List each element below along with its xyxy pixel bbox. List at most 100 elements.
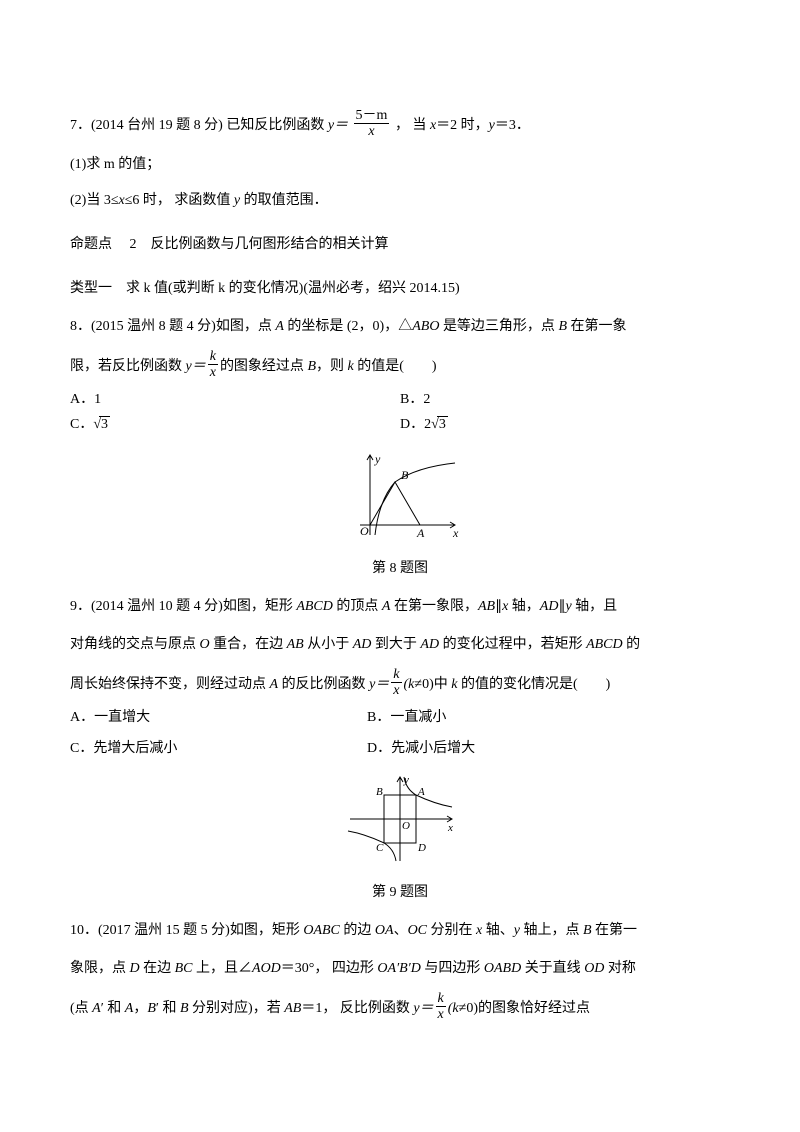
q10-B2: B [147,1001,156,1016]
q10-line2: 象限，点 D 在边 BC 上，且∠AOD＝30°， 四边形 OA′B′D 与四边… [70,955,730,983]
q9-3d: 的值的变化情况是( ) [457,677,610,692]
q9-optA: A．一直增大 [70,707,367,728]
q10-3f: ＝1， 反比例函数 [301,1001,413,1016]
q7-text-1a: 7．(2014 台州 19 题 8 分) 已知反比例函数 [70,118,328,133]
q10-2c: 上，且∠ [193,961,253,976]
svg-text:A: A [416,526,425,540]
q8-2d: 的值是( ) [354,359,437,374]
q7-fraction: 5－m x [354,108,390,140]
q8-optC: C．√3 [70,414,400,435]
q10-B3: B [180,1001,189,1016]
q10-3c: ， [133,1001,147,1016]
svg-text:O: O [360,524,369,538]
q9-figure: y B A O C D x [70,769,730,876]
q9-line2: 对角线的交点与原点 O 重合，在边 AB 从小于 AD 到大于 AD 的变化过程… [70,631,730,659]
q9-frac-num: k [391,667,401,683]
q8-frac-num: k [208,349,218,365]
q8-svg: y B O A x [335,445,465,545]
label-y-eq3: y＝ [369,677,389,692]
q10-2a: 象限，点 [70,961,130,976]
q8-optD-rad: 3 [437,416,448,432]
q8-1b: 的坐标是 (2，0)，△ [284,319,412,334]
q10-3e: 分别对应)，若 [189,1001,285,1016]
q10-1c: 、 [394,923,408,938]
q9-1d: 轴， [508,599,540,614]
q10-2d: ＝30°， 四边形 [281,961,378,976]
q8-1d: 在第一象 [567,319,627,334]
q9-1b: 的顶点 [333,599,382,614]
q9-AB2: AB [287,637,304,652]
q9-3b: 的反比例函数 [278,677,369,692]
q9-ABCD: ABCD [296,599,333,614]
q8-optC-pre: C． [70,417,93,432]
q9-1c: 在第一象限， [390,599,478,614]
q8-optC-sqrt: √3 [93,414,110,435]
q10-fraction: k x [436,991,446,1023]
q10-OD: OD [584,961,604,976]
q9-figcap: 第 9 题图 [70,882,730,903]
q10-line1: 10．(2017 温州 15 题 5 分)如图，矩形 OABC 的边 OA、OC… [70,917,730,945]
q8-A: A [275,319,284,334]
q10-OABC: OABC [303,923,340,938]
svg-text:B: B [401,468,409,482]
svg-text:A: A [417,786,425,798]
q10-1g: 在第一 [592,923,638,938]
q8-figure: y B O A x [70,445,730,552]
q8-B2: B [307,359,316,374]
svg-text:D: D [417,842,426,854]
q8-options-row1: A．1 B．2 [70,389,730,410]
q10-line3: (点 A′ 和 A，B′ 和 B 分别对应)，若 AB＝1， 反比例函数 y＝ … [70,993,730,1025]
q10-2f: 关于直线 [521,961,584,976]
q10-A: A [92,1001,101,1016]
q8-frac-den: x [208,365,218,380]
svg-text:y: y [374,452,381,466]
q10-OA: OA [375,923,394,938]
q9-line1: 9．(2014 温州 10 题 4 分)如图，矩形 ABCD 的顶点 A 在第一… [70,593,730,621]
q9-frac-den: x [391,683,401,698]
q8-optC-rad: 3 [99,416,110,432]
q10-1d: 分别在 [427,923,476,938]
q10-OAprimeBD: OA′B′D [377,961,420,976]
q10-OABD: OABD [484,961,521,976]
q10-D: D [130,961,140,976]
q10-frac-den: x [436,1007,446,1022]
q9-2f: 的 [623,637,641,652]
q10-AB: AB [284,1001,301,1016]
q10-1f: 轴上，点 [520,923,583,938]
q9-3c: ≠0)中 [414,677,451,692]
q8-2b: 的图象经过点 [220,359,308,374]
q8-line1: 8．(2015 温州 8 题 4 分)如图，点 A 的坐标是 (2，0)，△AB… [70,313,730,341]
q9-2c: 从小于 [304,637,353,652]
section2-title: 命题点 2 反比例函数与几何图形结合的相关计算 [70,231,730,259]
q9-AD3: AD [420,637,439,652]
q10-frac-num: k [436,991,446,1007]
q8-fraction: k x [208,349,218,381]
q8-line2: 限，若反比例函数 y＝ k x 的图象经过点 B，则 k 的值是( ) [70,351,730,383]
q7-sub2b: ≤6 时， 求函数值 [125,193,234,208]
q9-par1: ∥ [495,599,502,614]
label-y-eq2: y＝ [186,359,206,374]
q9-3a: 周长始终保持不变，则经过动点 [70,677,270,692]
q8-ABO: ABO [412,319,439,334]
q9-AD2: AD [353,637,372,652]
q8-optB: B．2 [400,389,730,410]
q10-1b: 的边 [340,923,375,938]
q8-optD-sqrt: √3 [431,414,448,435]
q10-BC: BC [175,961,193,976]
q10-3b: ′ 和 [101,1001,125,1016]
q9-2b: 重合，在边 [210,637,287,652]
q9-A2: A [270,677,279,692]
label-y-eq: y＝ [328,118,348,133]
q8-optD-pre: D．2 [400,417,431,432]
q10-OC: OC [408,923,427,938]
q10-3a: (点 [70,1001,92,1016]
q9-2d: 到大于 [371,637,420,652]
q7-text-1b: ， 当 [395,118,430,133]
svg-text:O: O [402,820,410,832]
q8-B: B [558,319,567,334]
q7-frac-den: x [354,124,390,139]
q9-1e: 轴，且 [572,599,618,614]
q9-line3: 周长始终保持不变，则经过动点 A 的反比例函数 y＝ k x (k≠0)中 k … [70,669,730,701]
q9-2e: 的变化过程中，若矩形 [439,637,586,652]
q7-sub2: (2)当 3≤x≤6 时， 求函数值 y 的取值范围． [70,187,730,215]
